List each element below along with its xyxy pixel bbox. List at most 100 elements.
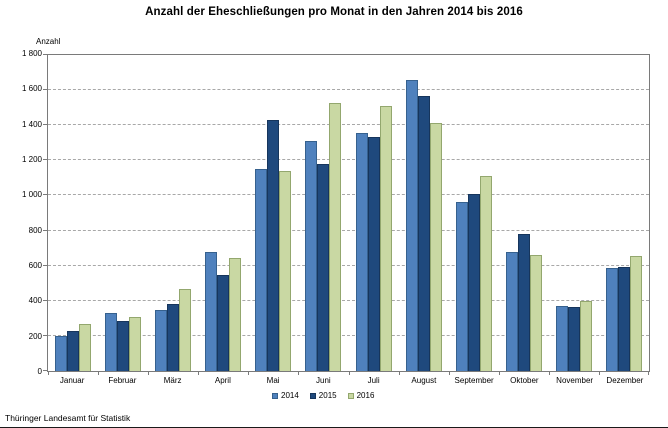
- bar-2016-juni: [329, 103, 342, 371]
- bar-2016-januar: [79, 324, 92, 371]
- y-tick-label-0: 0: [37, 367, 42, 376]
- bar-group-oktober: [499, 55, 549, 371]
- bar-2014-juni: [305, 141, 318, 371]
- y-tickmark-200: [43, 334, 48, 336]
- bar-2014-dezember: [605, 268, 618, 371]
- bar-group-april: [198, 55, 248, 371]
- legend-label-2016: 2016: [356, 391, 375, 400]
- y-tick-label-1400: 1 400: [21, 119, 42, 129]
- bar-2014-märz: [155, 309, 168, 371]
- x-label-februar: Februar: [108, 376, 137, 385]
- y-tick-label-1000: 1 000: [21, 190, 42, 200]
- bar-2015-juni: [317, 163, 330, 371]
- x-tickmark-9: [498, 371, 500, 375]
- plot-area: [43, 54, 650, 375]
- bar-2015-september: [467, 193, 480, 371]
- y-tickmark-1800: [43, 54, 48, 55]
- bar-2016-november: [579, 300, 592, 371]
- legend-swatch-2014: [272, 392, 278, 399]
- x-label-juni: Juni: [316, 376, 331, 385]
- legend-swatch-2016: [347, 392, 354, 399]
- bar-2015-märz: [167, 304, 180, 371]
- bar-2016-mai: [279, 170, 292, 371]
- y-tick-label-1800: 1 800: [21, 49, 42, 58]
- bar-group-november: [549, 55, 599, 371]
- x-tickmark-6: [348, 371, 350, 375]
- y-tickmark-800: [43, 229, 48, 231]
- bar-2016-april: [229, 257, 242, 371]
- gridline-1000: [48, 194, 649, 196]
- x-tickmark-5: [298, 371, 300, 375]
- legend-item-2014: 2014: [272, 391, 299, 400]
- y-tickmark-1200: [43, 159, 48, 161]
- bar-2016-september: [479, 176, 492, 371]
- legend: 2014 2015 2016: [272, 391, 374, 400]
- y-tickmark-1600: [43, 89, 48, 91]
- bar-2014-juli: [355, 133, 368, 371]
- y-tick-label-400: 400: [28, 296, 42, 306]
- x-label-januar: Januar: [59, 376, 85, 385]
- x-label-märz: März: [163, 376, 182, 385]
- y-tickmark-1000: [43, 194, 48, 196]
- bar-2014-januar: [55, 335, 68, 371]
- bar-group-februar: [98, 55, 148, 371]
- x-label-november: November: [556, 376, 594, 385]
- legend-item-2016: 2016: [347, 391, 375, 400]
- legend-label-2015: 2015: [318, 391, 337, 400]
- gridline-600: [48, 264, 649, 266]
- x-tickmark-11: [598, 371, 600, 375]
- bar-2015-dezember: [617, 266, 630, 371]
- x-tickmark-10: [548, 371, 550, 375]
- bar-2015-april: [217, 275, 230, 371]
- source-caption: Thüringer Landesamt für Statistik: [5, 413, 131, 423]
- gridline-800: [48, 229, 649, 231]
- bar-2016-februar: [129, 316, 142, 371]
- bar-2014-november: [555, 306, 568, 371]
- y-axis-title: Anzahl: [36, 37, 61, 46]
- x-tickmark-4: [248, 371, 250, 375]
- bar-2016-oktober: [529, 255, 542, 371]
- x-tickmark-1: [98, 371, 100, 375]
- x-label-oktober: Oktober: [510, 376, 539, 385]
- bar-2016-märz: [179, 288, 192, 371]
- x-label-august: August: [411, 376, 437, 385]
- bar-group-juni: [298, 55, 348, 371]
- gridline-1600: [48, 89, 649, 91]
- bar-2016-dezember: [629, 256, 642, 371]
- y-tick-label-800: 800: [28, 225, 42, 235]
- gridline-200: [48, 334, 649, 336]
- bar-2015-august: [417, 96, 430, 371]
- x-tickmark-8: [448, 371, 450, 375]
- y-tick-label-1600: 1 600: [21, 84, 42, 94]
- x-label-september: September: [454, 376, 494, 385]
- bar-group-august: [399, 55, 449, 371]
- y-tickmark-0: [43, 370, 48, 371]
- legend-label-2014: 2014: [281, 391, 299, 400]
- x-label-juli: Juli: [367, 376, 380, 385]
- x-label-april: April: [214, 376, 231, 385]
- bar-2014-februar: [105, 313, 118, 371]
- gridline-1200: [48, 159, 649, 161]
- x-tickmark-3: [198, 371, 200, 375]
- gridline-400: [48, 299, 649, 301]
- bar-2015-juli: [367, 136, 380, 371]
- bar-group-märz: [148, 55, 198, 371]
- chart-title: Anzahl der Eheschließungen pro Monat in …: [145, 6, 523, 18]
- bar-2014-september: [455, 202, 468, 371]
- bar-group-mai: [248, 55, 298, 371]
- y-tickmark-600: [43, 264, 48, 266]
- bar-2015-februar: [117, 320, 130, 371]
- bar-2015-januar: [67, 330, 80, 371]
- bar-2016-juli: [379, 105, 392, 371]
- bar-2015-oktober: [517, 234, 530, 371]
- legend-item-2015: 2015: [309, 391, 337, 400]
- x-tickmark-7: [398, 371, 400, 375]
- legend-swatch-2015: [309, 392, 316, 399]
- y-tick-label-1200: 1 200: [21, 155, 42, 164]
- bar-2014-mai: [255, 169, 268, 371]
- bar-2015-mai: [267, 119, 280, 371]
- bar-group-september: [449, 55, 499, 371]
- y-tickmark-400: [43, 299, 48, 301]
- y-tick-label-600: 600: [28, 261, 42, 270]
